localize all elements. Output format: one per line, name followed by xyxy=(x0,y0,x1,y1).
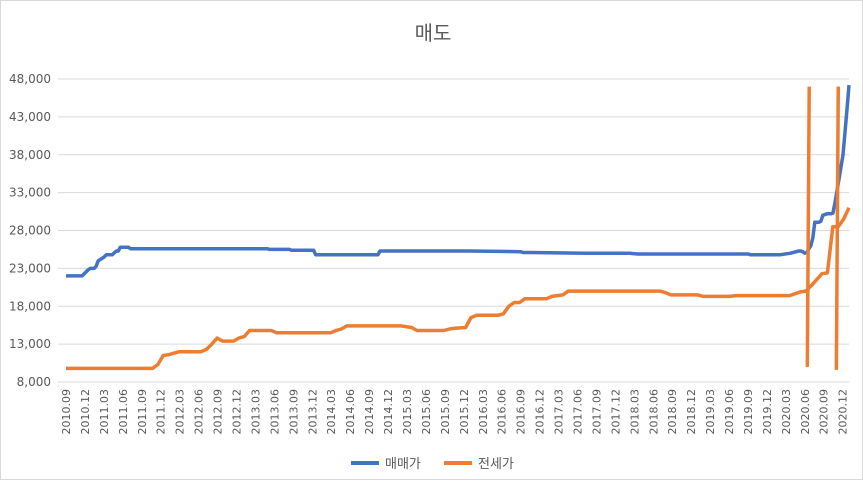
x-tick-label: 2013.12 xyxy=(306,389,319,435)
x-tick-label: 2010.09 xyxy=(60,389,73,435)
x-tick-label: 2019.03 xyxy=(704,389,717,435)
jeonse-spike-line xyxy=(805,86,811,367)
x-tick-label: 2018.03 xyxy=(628,389,641,435)
x-tick-label: 2012.12 xyxy=(230,389,243,435)
x-tick-label: 2017.12 xyxy=(609,389,622,435)
x-tick-label: 2016.03 xyxy=(477,389,490,435)
x-tick-label: 2010.12 xyxy=(79,389,92,435)
x-tick-label: 2016.09 xyxy=(515,389,528,435)
y-axis-labels: 8,000 13,000 18,000 23,000 28,000 33,000 38,00… xyxy=(9,72,51,389)
x-tick-label: 2012.09 xyxy=(212,389,225,435)
x-tick-label: 2020.09 xyxy=(818,389,831,435)
x-tick-label: 2020.12 xyxy=(837,389,850,435)
x-tick-label: 2014.06 xyxy=(344,389,357,435)
x-tick-label: 2015.12 xyxy=(458,389,471,435)
x-tick-label: 2012.03 xyxy=(174,389,187,435)
x-tick-label: 2020.06 xyxy=(799,389,812,435)
x-tick-label: 2014.12 xyxy=(382,389,395,435)
y-tick-label: 23,000 xyxy=(9,261,51,275)
x-tick-label: 2020.03 xyxy=(780,389,793,435)
x-tick-label: 2017.03 xyxy=(553,389,566,435)
y-tick-label: 18,000 xyxy=(9,299,51,313)
x-tick-label: 2011.12 xyxy=(155,389,168,435)
x-tick-label: 2013.03 xyxy=(249,389,262,435)
x-tick-label: 2013.06 xyxy=(268,389,281,435)
legend-label-sale: 매매가 xyxy=(385,457,421,472)
x-tick-label: 2011.03 xyxy=(98,389,111,435)
x-tick-label: 2019.06 xyxy=(723,389,736,435)
x-tick-label: 2017.06 xyxy=(571,389,584,435)
x-tick-label: 2016.06 xyxy=(496,389,509,435)
x-tick-label: 2016.12 xyxy=(534,389,547,435)
x-tick-label: 2018.06 xyxy=(647,389,660,435)
legend-label-jeonse: 전세가 xyxy=(478,457,514,472)
x-tick-label: 2019.09 xyxy=(742,389,755,435)
legend: 매매가 전세가 xyxy=(351,457,514,472)
x-tick-label: 2013.09 xyxy=(287,389,300,435)
y-tick-label: 8,000 xyxy=(17,375,51,389)
series-line-jeonse xyxy=(66,207,851,371)
x-tick-label: 2014.03 xyxy=(325,389,338,435)
y-tick-label: 13,000 xyxy=(9,337,51,351)
x-axis-labels: 2010.09 2010.12 2011.03 2011.06 2011.09 2011.… xyxy=(60,389,850,435)
series-lines xyxy=(66,84,851,371)
x-tick-label: 2015.06 xyxy=(420,389,433,435)
x-tick-label: 2015.03 xyxy=(401,389,414,435)
x-tick-label: 2014.09 xyxy=(363,389,376,435)
x-tick-label: 2018.09 xyxy=(666,389,679,435)
x-tick-label: 2015.09 xyxy=(439,389,452,435)
x-tick-label: 2017.09 xyxy=(590,389,603,435)
x-tick-label: 2019.12 xyxy=(761,389,774,435)
x-tick-label: 2012.06 xyxy=(193,389,206,435)
y-tick-label: 28,000 xyxy=(9,224,51,238)
y-tick-label: 38,000 xyxy=(9,148,51,162)
x-tick-label: 2011.09 xyxy=(136,389,149,435)
y-tick-label: 48,000 xyxy=(9,72,51,86)
y-tick-label: 43,000 xyxy=(9,110,51,124)
y-tick-label: 33,000 xyxy=(9,186,51,200)
x-tick-label: 2018.12 xyxy=(685,389,698,435)
x-tick-label: 2011.06 xyxy=(117,389,130,435)
series-line-sale xyxy=(66,84,851,278)
gridlines xyxy=(58,78,849,383)
chart-title: 매도 xyxy=(415,21,452,45)
jeonse-spike-line xyxy=(834,86,841,370)
